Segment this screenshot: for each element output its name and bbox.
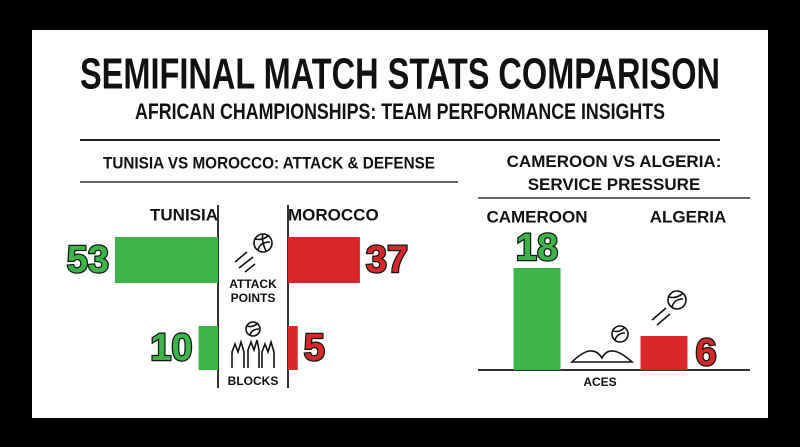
- bar: [640, 336, 688, 370]
- series-label: MOROCCO: [288, 205, 379, 224]
- category-label: ATTACK POINTS: [229, 277, 277, 305]
- series-label: TUNISIA: [150, 205, 218, 224]
- bar: [513, 268, 561, 370]
- series-label: ALGERIA: [650, 207, 727, 226]
- value-label: 6: [696, 332, 717, 374]
- icons: [231, 233, 687, 368]
- title: SEMIFINAL MATCH STATS COMPARISON: [80, 50, 720, 99]
- series-label: CAMEROON: [486, 207, 587, 226]
- value-label: 10: [150, 327, 192, 369]
- category-label: BLOCKS: [227, 374, 279, 388]
- panel-title: CAMEROON VS ALGERIA: SERVICE PRESSURE: [506, 152, 722, 194]
- bar: [198, 326, 218, 370]
- panel-title: TUNISIA VS MOROCCO: ATTACK & DEFENSE: [103, 153, 435, 172]
- category-label: ACES: [583, 375, 616, 389]
- ball-icon: [234, 233, 273, 273]
- ball-icon: [570, 325, 635, 363]
- subtitle: AFRICAN CHAMPIONSHIPS: TEAM PERFORMANCE …: [135, 99, 665, 124]
- bar: [288, 326, 298, 370]
- bar: [115, 237, 218, 283]
- hands-icon: [231, 339, 275, 368]
- ball-icon: [651, 290, 687, 326]
- value-label: 53: [67, 239, 109, 281]
- value-label: 37: [366, 239, 408, 281]
- value-label: 5: [304, 327, 325, 369]
- bar: [288, 237, 360, 283]
- ball-icon: [245, 321, 261, 337]
- value-label: 18: [516, 227, 558, 269]
